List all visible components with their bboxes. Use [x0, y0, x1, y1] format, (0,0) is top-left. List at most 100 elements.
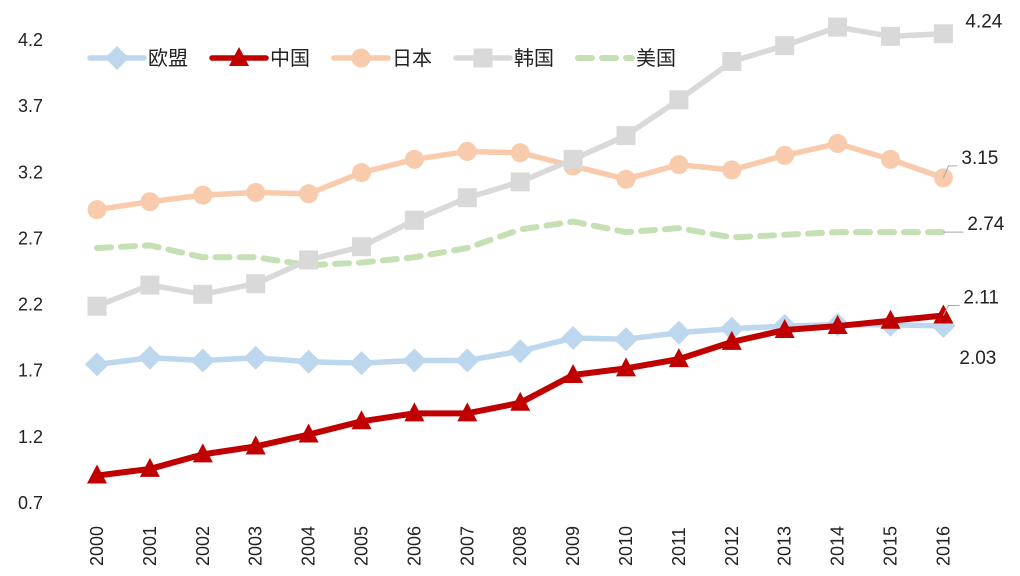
data-point: [352, 163, 371, 183]
data-point: [193, 284, 213, 304]
y-tick-label: 2.7: [18, 228, 43, 248]
data-point: [457, 141, 477, 161]
data-point: [245, 435, 266, 455]
series-欧盟: [85, 312, 956, 377]
data-point: [190, 348, 215, 373]
data-point: [616, 357, 636, 377]
y-tick-label: 0.7: [18, 493, 43, 513]
data-point: [774, 319, 795, 339]
data-point: [457, 188, 477, 208]
data-point: [140, 192, 160, 212]
legend-label: 欧盟: [148, 46, 188, 70]
data-point: [193, 185, 213, 205]
data-point: [933, 304, 954, 324]
legend-item: 美国: [575, 46, 676, 70]
series-日本: [87, 134, 953, 220]
x-tick-label: 2004: [299, 526, 319, 566]
y-tick-label: 3.7: [18, 96, 43, 116]
x-tick-label: 2014: [828, 526, 848, 566]
x-tick-label: 2003: [246, 526, 266, 566]
data-point: [296, 349, 321, 374]
data-point: [614, 327, 638, 352]
data-point: [669, 90, 689, 110]
y-tick-label: 4.2: [18, 30, 43, 50]
y-tick-label: 1.7: [18, 361, 43, 381]
data-point: [510, 143, 530, 163]
legend: 欧盟 中国 日本 韩国 美国: [87, 46, 676, 70]
data-label: 2.11: [963, 287, 999, 308]
data-point: [455, 348, 480, 373]
x-tick-label: 2001: [140, 526, 160, 566]
y-tick-label: 2.2: [18, 295, 43, 315]
data-point: [510, 391, 531, 411]
data-point: [351, 410, 372, 430]
data-point: [827, 315, 848, 335]
data-point: [139, 457, 160, 477]
x-tick-label: 2011: [669, 527, 689, 566]
legend-marker: [473, 48, 493, 68]
data-point: [616, 169, 636, 189]
data-point: [880, 309, 901, 329]
data-point: [352, 237, 371, 257]
series-line: [94, 218, 947, 269]
data-label: 3.15: [961, 148, 998, 169]
x-tick-label: 2015: [881, 526, 901, 566]
data-point: [87, 200, 107, 220]
data-point: [85, 352, 109, 377]
x-tick-label: 2012: [722, 526, 742, 566]
data-point: [563, 149, 583, 169]
data-point: [87, 296, 107, 316]
data-point: [404, 210, 424, 230]
x-tick-label: 2000: [87, 526, 107, 566]
legend-marker: [351, 48, 371, 68]
data-point: [881, 26, 900, 46]
data-point: [243, 345, 268, 370]
data-point: [669, 155, 689, 175]
legend-item: 中国: [209, 46, 310, 70]
data-point: [298, 423, 319, 443]
data-point: [404, 402, 425, 422]
data-point: [721, 330, 742, 350]
data-point: [246, 182, 266, 202]
legend-marker: [229, 47, 249, 66]
data-point: [457, 402, 478, 422]
data-point: [140, 275, 160, 295]
data-point: [246, 274, 266, 294]
y-axis-ticks: 0.7 1.2 1.7 2.2 2.7 3.2 3.7 4.2: [18, 30, 43, 513]
series-美国: [94, 218, 947, 269]
legend-label: 韩国: [514, 46, 554, 70]
x-tick-label: 2009: [563, 526, 583, 566]
data-point: [299, 184, 319, 204]
data-point: [881, 149, 900, 169]
data-point: [722, 51, 742, 71]
data-label: 2.74: [967, 214, 1004, 235]
data-label: 2.03: [959, 348, 996, 369]
data-point: [404, 149, 424, 169]
x-tick-label: 2010: [616, 526, 636, 566]
leader-line: [942, 304, 960, 316]
data-point: [192, 443, 213, 463]
data-point: [666, 320, 691, 345]
y-tick-label: 3.2: [18, 162, 43, 182]
data-point: [616, 126, 636, 146]
data-point: [349, 351, 374, 376]
x-tick-label: 2008: [510, 526, 530, 566]
data-point: [722, 160, 742, 180]
x-tick-label: 2016: [933, 526, 953, 566]
legend-label: 日本: [392, 46, 432, 70]
series-中国: [87, 304, 954, 484]
legend-item: 欧盟: [87, 46, 188, 70]
x-tick-label: 2002: [193, 526, 213, 566]
series-韩国: [87, 17, 953, 316]
legend-label: 美国: [636, 46, 676, 70]
data-point: [668, 348, 689, 368]
data-point: [87, 464, 107, 484]
series-layer: [85, 17, 956, 484]
data-point: [719, 316, 744, 341]
data-point: [828, 17, 848, 37]
data-point: [561, 325, 586, 350]
data-label: 4.24: [965, 12, 1002, 33]
x-axis-ticks: 2000 2001 2002 2003 2004 2005 2006 2007 2008 2009…: [87, 526, 953, 566]
data-point: [563, 364, 584, 384]
